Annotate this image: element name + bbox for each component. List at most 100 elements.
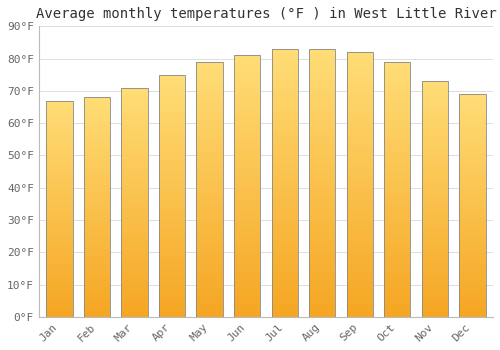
Bar bbox=[159, 238, 185, 241]
Bar bbox=[234, 55, 260, 317]
Bar bbox=[122, 228, 148, 231]
Bar bbox=[346, 264, 373, 267]
Bar bbox=[159, 229, 185, 232]
Bar bbox=[346, 112, 373, 115]
Bar bbox=[460, 113, 485, 116]
Bar bbox=[384, 176, 410, 180]
Bar bbox=[234, 65, 260, 68]
Bar bbox=[272, 146, 298, 149]
Bar bbox=[422, 161, 448, 164]
Bar bbox=[84, 245, 110, 248]
Bar bbox=[122, 214, 148, 217]
Bar bbox=[196, 97, 223, 100]
Bar bbox=[422, 128, 448, 131]
Bar bbox=[84, 221, 110, 224]
Bar bbox=[159, 87, 185, 90]
Bar bbox=[422, 155, 448, 158]
Bar bbox=[272, 246, 298, 250]
Bar bbox=[309, 96, 336, 99]
Bar bbox=[46, 241, 72, 244]
Bar bbox=[309, 149, 336, 153]
Bar bbox=[196, 186, 223, 189]
Bar bbox=[234, 62, 260, 65]
Bar bbox=[346, 208, 373, 211]
Bar bbox=[196, 158, 223, 161]
Bar bbox=[122, 202, 148, 205]
Bar bbox=[159, 144, 185, 147]
Bar bbox=[196, 141, 223, 145]
Bar bbox=[84, 169, 110, 172]
Bar bbox=[346, 181, 373, 184]
Bar bbox=[460, 267, 485, 270]
Bar bbox=[422, 96, 448, 99]
Bar bbox=[122, 248, 148, 251]
Bar bbox=[460, 275, 485, 278]
Bar bbox=[46, 249, 72, 252]
Bar bbox=[46, 252, 72, 254]
Bar bbox=[122, 239, 148, 242]
Bar bbox=[122, 217, 148, 219]
Bar bbox=[159, 314, 185, 317]
Bar bbox=[196, 180, 223, 183]
Bar bbox=[422, 113, 448, 117]
Bar bbox=[460, 219, 485, 222]
Bar bbox=[196, 314, 223, 317]
Bar bbox=[422, 173, 448, 175]
Bar bbox=[196, 310, 223, 314]
Bar bbox=[460, 270, 485, 272]
Bar bbox=[460, 94, 485, 317]
Bar bbox=[422, 102, 448, 105]
Bar bbox=[346, 214, 373, 218]
Bar bbox=[460, 250, 485, 253]
Bar bbox=[122, 108, 148, 111]
Bar bbox=[460, 116, 485, 119]
Bar bbox=[196, 75, 223, 78]
Bar bbox=[122, 194, 148, 196]
Bar bbox=[384, 282, 410, 285]
Bar bbox=[84, 174, 110, 177]
Bar bbox=[460, 200, 485, 203]
Bar bbox=[422, 208, 448, 211]
Bar bbox=[122, 237, 148, 239]
Bar bbox=[460, 167, 485, 169]
Bar bbox=[309, 79, 336, 82]
Bar bbox=[46, 201, 72, 203]
Bar bbox=[384, 298, 410, 301]
Bar bbox=[159, 153, 185, 156]
Bar bbox=[460, 125, 485, 127]
Bar bbox=[159, 111, 185, 114]
Bar bbox=[159, 177, 185, 181]
Bar bbox=[234, 209, 260, 212]
Bar bbox=[422, 122, 448, 125]
Bar bbox=[122, 111, 148, 113]
Bar bbox=[196, 224, 223, 228]
Bar bbox=[159, 305, 185, 308]
Bar bbox=[159, 120, 185, 123]
Bar bbox=[84, 133, 110, 136]
Bar bbox=[346, 161, 373, 164]
Bar bbox=[84, 270, 110, 273]
Bar bbox=[346, 294, 373, 297]
Bar bbox=[159, 196, 185, 199]
Bar bbox=[460, 244, 485, 247]
Bar bbox=[460, 183, 485, 186]
Bar bbox=[46, 265, 72, 268]
Bar bbox=[234, 85, 260, 88]
Bar bbox=[46, 219, 72, 222]
Bar bbox=[272, 143, 298, 146]
Bar bbox=[460, 284, 485, 286]
Bar bbox=[84, 149, 110, 152]
Bar bbox=[460, 186, 485, 189]
Bar bbox=[422, 219, 448, 223]
Bar bbox=[346, 62, 373, 65]
Bar bbox=[272, 287, 298, 290]
Bar bbox=[346, 251, 373, 254]
Bar bbox=[384, 244, 410, 247]
Bar bbox=[196, 68, 223, 71]
Bar bbox=[422, 231, 448, 235]
Bar bbox=[159, 132, 185, 135]
Bar bbox=[159, 184, 185, 187]
Bar bbox=[234, 82, 260, 85]
Bar bbox=[384, 183, 410, 186]
Bar bbox=[309, 310, 336, 314]
